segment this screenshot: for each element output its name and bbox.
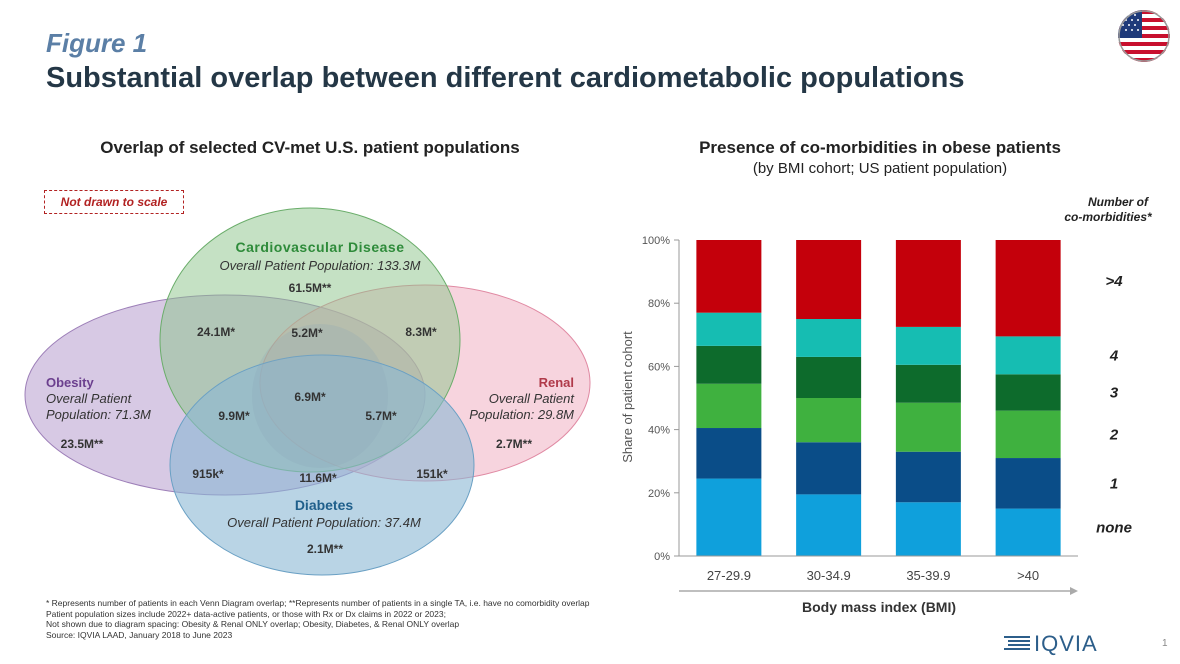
set-name-obesity: Obesity [46, 375, 94, 390]
bar-segment-0-1 [696, 428, 762, 479]
legend-title-line2: co-morbidities* [1064, 210, 1153, 224]
set-name-diabetes: Diabetes [295, 497, 354, 513]
x-tick-label: >40 [1017, 568, 1039, 583]
set-name-cardiovascular: Cardiovascular Disease [236, 239, 405, 255]
value-obesity-cv: 24.1M* [197, 325, 235, 339]
bar-segment-3-2 [995, 410, 1061, 459]
y-tick-label: 60% [648, 361, 670, 373]
x-axis-label: Body mass index (BMI) [802, 599, 956, 615]
bar-segment-2-3 [895, 364, 961, 403]
x-axis-arrow-icon [1070, 587, 1078, 595]
bar-segment-1-gt4 [796, 240, 862, 319]
chart-subtitle: (by BMI cohort; US patient population) [752, 160, 1008, 177]
venn-circle-diabetes [169, 354, 475, 576]
bar-segment-1-2 [796, 398, 862, 443]
set-population-obesity-line2: Population: 71.3M [46, 407, 151, 422]
bar-segment-2-2 [895, 402, 961, 452]
y-tick-label: 0% [654, 551, 670, 563]
value-obesity-diabetes: 915k* [192, 467, 224, 481]
venn-circle-inner [252, 324, 388, 468]
figure-label: Figure 1 [46, 28, 148, 58]
legend-label: none [1096, 520, 1132, 537]
bar-segment-3-none [995, 508, 1061, 556]
footnote-line: * Represents number of patients in each … [46, 598, 590, 608]
set-population-renal-line1: Overall Patient [489, 391, 576, 406]
value-cv-diabetes: 11.6M* [299, 471, 337, 485]
set-population-diabetes: Overall Patient Population: 37.4M [227, 515, 421, 530]
chart-title: Presence of co-morbidities in obese pati… [699, 138, 1061, 157]
y-axis-label: Share of patient cohort [620, 331, 635, 463]
bar-segment-3-3 [995, 374, 1061, 411]
y-tick-label: 100% [642, 235, 670, 247]
legend-label: >4 [1105, 273, 1123, 290]
bar-segment-3-1 [995, 458, 1061, 509]
brand-name: IQVIA [1034, 631, 1098, 657]
x-tick-label: 27-29.9 [707, 568, 751, 583]
bar-segment-2-1 [895, 451, 961, 503]
footnote-line: Patient population sizes include 2022+ d… [46, 608, 446, 619]
x-tick-label: 35-39.9 [906, 568, 950, 583]
value-diabetes-only: 2.1M** [307, 542, 343, 556]
us-flag-icon [1118, 10, 1170, 62]
page-number: 1 [1162, 638, 1168, 649]
legend-label: 4 [1109, 347, 1119, 364]
bar-segment-0-3 [696, 345, 762, 384]
venn-title: Overlap of selected CV-met U.S. patient … [100, 138, 520, 157]
footnote-line: Source: IQVIA LAAD, January 2018 to June… [46, 629, 233, 640]
value-cv-renal: 8.3M* [405, 325, 437, 339]
logo-lines-icon [1004, 631, 1030, 657]
bar-segment-1-1 [796, 442, 862, 495]
legend-title-line1: Number of [1088, 195, 1149, 209]
page-title: Substantial overlap between different ca… [46, 62, 965, 94]
set-name-renal: Renal [539, 375, 574, 390]
value-obesity-cv-renal: 5.2M* [291, 326, 323, 340]
stacked-bar-chart: Number of co-morbidities* Share of patie… [620, 195, 1153, 615]
bar-segment-3-gt4 [995, 240, 1061, 337]
bar-segment-0-2 [696, 383, 762, 429]
footnotes: * Represents number of patients in each … [46, 598, 606, 640]
bar-segment-0-4 [696, 312, 762, 346]
y-tick-label: 40% [648, 425, 670, 437]
value-all-four: 6.9M* [294, 390, 326, 404]
legend-label: 2 [1109, 426, 1119, 443]
not-to-scale-note: Not drawn to scale [44, 190, 184, 214]
set-population-cardiovascular: Overall Patient Population: 133.3M [220, 258, 421, 273]
value-obesity-cv-diabetes: 9.9M* [218, 409, 250, 423]
value-renal-diabetes: 151k* [416, 467, 448, 481]
value-renal-only: 2.7M** [496, 437, 532, 451]
legend-label: 3 [1110, 384, 1119, 401]
bar-segment-0-gt4 [696, 240, 762, 313]
set-population-obesity-line1: Overall Patient [46, 391, 133, 406]
bar-segment-3-4 [995, 336, 1061, 375]
set-population-renal-line2: Population: 29.8M [469, 407, 574, 422]
y-tick-label: 80% [648, 298, 670, 310]
bar-segment-2-none [895, 502, 961, 556]
iqvia-logo: IQVIA [1004, 630, 1098, 657]
bar-segment-1-none [796, 494, 862, 556]
bar-segment-0-none [696, 478, 762, 556]
legend-label: 1 [1110, 475, 1118, 492]
bar-segment-2-4 [895, 326, 961, 365]
y-tick-label: 20% [648, 488, 670, 500]
value-cv-renal-diabetes: 5.7M* [365, 409, 397, 423]
value-obesity-only: 23.5M** [61, 437, 104, 451]
value-cv-only: 61.5M** [289, 281, 332, 295]
venn-diagram: Cardiovascular Disease Overall Patient P… [24, 207, 591, 576]
footnote-line: Not shown due to diagram spacing: Obesit… [46, 619, 460, 629]
bar-segment-2-gt4 [895, 240, 961, 327]
bar-segment-1-3 [796, 356, 862, 398]
bar-segment-1-4 [796, 319, 862, 357]
x-tick-label: 30-34.9 [807, 568, 851, 583]
